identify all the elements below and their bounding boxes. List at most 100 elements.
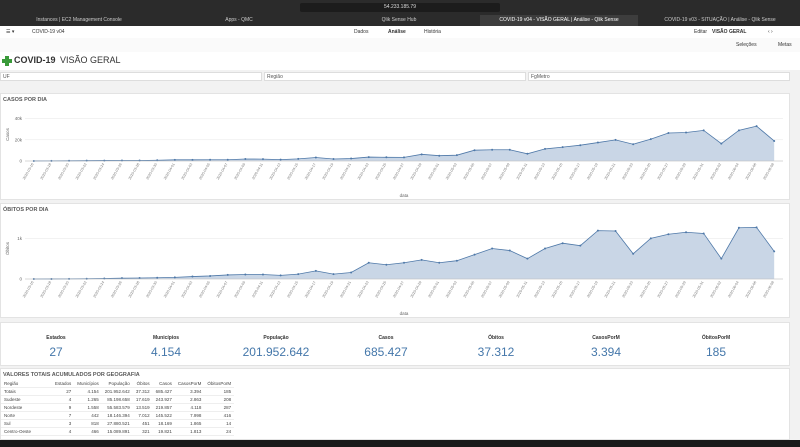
x-tick-label: 2020-04-21 xyxy=(339,281,352,299)
selections-button[interactable]: Seleções xyxy=(736,42,757,48)
table-cell: 85.198.658 xyxy=(101,395,133,404)
bookmarks-button[interactable]: Metas xyxy=(778,42,792,48)
column-header: ÓbitosPorM xyxy=(204,380,235,388)
x-tick-label: 2020-03-20 xyxy=(57,281,70,299)
x-tick-label: 2020-05-27 xyxy=(657,281,670,299)
data-point xyxy=(473,253,476,256)
x-tick-label: 2020-03-24 xyxy=(93,163,106,181)
x-tick-label: 2020-06-08 xyxy=(762,281,775,299)
tab[interactable]: COVID-19 v04 - VISÃO GERAL | Análise - Q… xyxy=(480,15,638,26)
kpi: População 201.952.642 xyxy=(226,335,326,359)
data-point xyxy=(649,138,652,141)
data-table: Região Estados Municípios População Óbitos Ca… xyxy=(1,380,235,436)
table-cell: 451 xyxy=(132,419,153,428)
sheet-selector[interactable]: VISÃO GERAL xyxy=(712,29,747,35)
x-tick-label: 2020-05-17 xyxy=(568,163,581,181)
area-chart: 0 20k 40k Casos data 2020-03-16 2020-03-18 2020… xyxy=(5,116,783,198)
x-tick-label: 2020-03-18 xyxy=(40,163,53,181)
kpi-value: 201.952.642 xyxy=(242,345,310,359)
x-tick-label: 2020-04-17 xyxy=(304,163,317,181)
chart-panel: ÓBITOS POR DIA 0 1k Óbitos data 2020-03-16 20… xyxy=(0,203,790,318)
kpi-value: 37.312 xyxy=(477,345,515,359)
kpi: Estados 27 xyxy=(6,335,106,359)
data-point xyxy=(632,143,635,146)
area-fill xyxy=(33,126,775,161)
x-tick-label: 2020-03-24 xyxy=(93,281,106,299)
table-cell: 442 xyxy=(74,411,102,420)
x-tick-label: 2020-05-13 xyxy=(533,281,546,299)
table-cell: Sudeste xyxy=(1,395,52,404)
x-tick-label: 2020-04-19 xyxy=(322,281,335,299)
kpi: Casos 685.427 xyxy=(336,335,436,359)
x-tick-label: 2020-05-13 xyxy=(533,163,546,181)
logo-text: COVID-19 xyxy=(14,55,56,65)
data-point xyxy=(773,139,776,142)
x-tick-label: 2020-04-09 xyxy=(234,162,247,180)
x-tick-label: 2020-03-16 xyxy=(22,163,35,181)
table-cell: 27 xyxy=(52,387,75,396)
tab[interactable]: COVID-19 v03 - SITUAÇÃO | Análise - Qlik… xyxy=(664,17,776,23)
table-cell: Centro-Oeste xyxy=(1,427,52,436)
sheet-header: COVID-19 VISÃO GERAL xyxy=(0,52,800,70)
x-tick-label: 2020-05-11 xyxy=(516,281,529,299)
data-point xyxy=(579,244,582,247)
data-point xyxy=(332,157,335,160)
filter[interactable]: FgMetro xyxy=(528,72,790,81)
data-point xyxy=(702,232,705,235)
table-cell: 15.089.891 xyxy=(101,427,133,436)
edit-button[interactable]: Editar xyxy=(694,29,708,35)
table-cell: 7.998 xyxy=(174,411,205,420)
data-point xyxy=(367,261,370,264)
y-tick-label: 20k xyxy=(15,137,23,142)
table-cell: 3 xyxy=(52,419,75,428)
nav-arrows[interactable]: ‹ › xyxy=(768,29,773,35)
data-point xyxy=(261,273,264,276)
x-tick-label: 2020-05-15 xyxy=(551,281,564,299)
data-point xyxy=(385,263,388,266)
x-tick-label: 2020-04-03 xyxy=(181,281,194,299)
x-tick-label: 2020-05-15 xyxy=(551,163,564,181)
x-tick-label: 2020-04-29 xyxy=(410,163,423,181)
data-point xyxy=(473,149,476,152)
app-name[interactable]: COVID-19 v04 xyxy=(32,29,65,35)
x-tick-label: 2020-05-19 xyxy=(586,163,599,181)
url-bar[interactable]: 54.233.185.79 xyxy=(300,3,500,12)
tab[interactable]: Instances | EC2 Management Console xyxy=(36,17,122,23)
data-point xyxy=(85,159,88,162)
data-point xyxy=(667,132,670,135)
data-point xyxy=(191,275,194,278)
table-cell: 416 xyxy=(204,411,235,420)
x-tick-label: 2020-05-07 xyxy=(480,281,493,299)
x-tick-label: 2020-03-16 xyxy=(22,281,35,299)
filter[interactable]: Região xyxy=(264,72,526,81)
data-point xyxy=(614,230,617,233)
data-point xyxy=(244,273,247,276)
x-tick-label: 2020-03-28 xyxy=(128,163,141,181)
table-cell: 2.863 xyxy=(174,395,205,404)
table-cell: 1.865 xyxy=(174,419,205,428)
nav-tab[interactable]: Dados xyxy=(354,29,369,35)
x-tick-label: 2020-05-05 xyxy=(463,163,476,181)
kpi-value: 3.394 xyxy=(590,345,622,359)
kpi-label: Estados xyxy=(46,335,66,341)
table-row: Sudeste 4 1.265 85.198.658 17.619 243.927 2.86… xyxy=(1,395,235,404)
data-point xyxy=(103,159,106,162)
tab[interactable]: Qlik Sense Hub xyxy=(381,17,417,23)
x-tick-label: 2020-05-11 xyxy=(516,163,529,181)
table-row: Norte 7 442 18.146.394 7.012 145.522 7.998 416 xyxy=(1,411,235,420)
data-point xyxy=(544,247,547,250)
menu-icon[interactable]: ☰ ▾ xyxy=(6,29,15,35)
data-point xyxy=(755,125,758,128)
data-point xyxy=(156,276,159,279)
nav-tab[interactable]: História xyxy=(424,29,441,35)
table-cell: Nordeste xyxy=(1,403,52,412)
x-tick-label: 2020-03-30 xyxy=(145,281,158,299)
filter[interactable]: UF xyxy=(0,72,262,81)
tab[interactable]: Apps - QMC xyxy=(225,17,253,23)
table-cell: 321 xyxy=(132,427,153,436)
x-tick-label: 2020-03-26 xyxy=(110,281,123,299)
x-tick-label: 2020-04-03 xyxy=(181,163,194,181)
table-cell: 4.154 xyxy=(74,387,102,396)
data-point xyxy=(544,147,547,150)
x-tick-label: 2020-04-07 xyxy=(216,163,229,181)
